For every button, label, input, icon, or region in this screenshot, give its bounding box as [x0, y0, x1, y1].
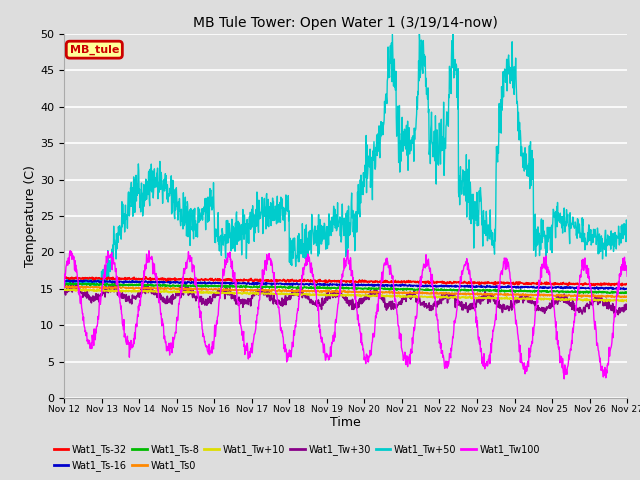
- Wat1_Ts-8: [186, 283, 193, 288]
- X-axis label: Time: Time: [330, 417, 361, 430]
- Wat1_Tw+50: [99, 291, 106, 297]
- Wat1_Ts-8: [507, 289, 515, 295]
- Wat1_Ts-32: [142, 274, 150, 280]
- Title: MB Tule Tower: Open Water 1 (3/19/14-now): MB Tule Tower: Open Water 1 (3/19/14-now…: [193, 16, 498, 30]
- Y-axis label: Temperature (C): Temperature (C): [24, 165, 37, 267]
- Wat1_Ts-32: [591, 283, 598, 288]
- Line: Wat1_Ts0: Wat1_Ts0: [64, 286, 627, 298]
- Wat1_Ts-16: [433, 283, 441, 289]
- Wat1_Ts0: [249, 288, 257, 294]
- Wat1_Ts0: [186, 286, 193, 292]
- Wat1_Tw+10: [186, 289, 193, 295]
- Wat1_Tw100: [344, 247, 351, 253]
- Wat1_Ts-8: [623, 290, 631, 296]
- Line: Wat1_Tw100: Wat1_Tw100: [64, 250, 627, 379]
- Wat1_Tw+30: [60, 289, 68, 295]
- Wat1_Ts-16: [249, 281, 257, 287]
- Wat1_Tw100: [60, 271, 68, 277]
- Wat1_Tw+30: [611, 313, 619, 319]
- Wat1_Ts0: [60, 284, 68, 289]
- Wat1_Tw100: [248, 350, 256, 356]
- Wat1_Ts0: [557, 292, 564, 298]
- Wat1_Tw+30: [507, 298, 515, 303]
- Wat1_Ts-16: [623, 286, 631, 291]
- Wat1_Ts-32: [186, 276, 193, 282]
- Wat1_Ts-32: [60, 275, 68, 281]
- Wat1_Tw+50: [508, 71, 515, 76]
- Wat1_Ts-32: [623, 281, 631, 287]
- Wat1_Tw+50: [249, 203, 257, 209]
- Wat1_Ts0: [68, 283, 76, 289]
- Wat1_Tw+10: [60, 287, 68, 292]
- Wat1_Tw+30: [623, 304, 631, 310]
- Wat1_Tw+30: [249, 294, 257, 300]
- Wat1_Tw+10: [74, 286, 82, 291]
- Wat1_Tw+10: [249, 290, 257, 296]
- Wat1_Ts-16: [186, 279, 193, 285]
- Wat1_Ts-8: [433, 287, 441, 293]
- Wat1_Ts0: [507, 291, 515, 297]
- Wat1_Tw+10: [600, 299, 608, 304]
- Wat1_Tw+30: [69, 277, 77, 283]
- Legend: Wat1_Ts-32, Wat1_Ts-16, Wat1_Ts-8, Wat1_Ts0, Wat1_Tw+10, Wat1_Tw+30, Wat1_Tw+50,: Wat1_Ts-32, Wat1_Ts-16, Wat1_Ts-8, Wat1_…: [50, 441, 545, 475]
- Wat1_Tw100: [507, 282, 515, 288]
- Wat1_Tw+30: [433, 299, 441, 304]
- Wat1_Tw+30: [186, 291, 193, 297]
- Wat1_Ts0: [623, 293, 631, 299]
- Wat1_Ts-16: [172, 280, 180, 286]
- Wat1_Tw+50: [172, 192, 180, 197]
- Wat1_Tw+10: [507, 295, 515, 301]
- Wat1_Tw+50: [186, 207, 193, 213]
- Wat1_Tw+10: [172, 289, 180, 295]
- Wat1_Tw+50: [434, 161, 442, 167]
- Wat1_Tw+50: [623, 230, 631, 236]
- Wat1_Ts0: [172, 286, 180, 292]
- Wat1_Ts-8: [249, 285, 257, 290]
- Wat1_Tw+50: [557, 220, 565, 226]
- Line: Wat1_Ts-8: Wat1_Ts-8: [64, 282, 627, 293]
- Wat1_Tw+30: [557, 297, 564, 302]
- Wat1_Tw+50: [388, 31, 396, 36]
- Wat1_Ts-32: [433, 279, 441, 285]
- Wat1_Ts-16: [60, 278, 68, 284]
- Wat1_Tw100: [623, 273, 631, 279]
- Wat1_Tw100: [433, 317, 441, 323]
- Wat1_Ts-32: [172, 276, 180, 282]
- Wat1_Tw+50: [60, 280, 68, 286]
- Wat1_Ts-16: [621, 287, 628, 292]
- Wat1_Ts-8: [60, 282, 68, 288]
- Line: Wat1_Ts-16: Wat1_Ts-16: [64, 280, 627, 289]
- Wat1_Ts-32: [249, 278, 257, 284]
- Line: Wat1_Tw+30: Wat1_Tw+30: [64, 280, 627, 316]
- Wat1_Tw100: [186, 253, 193, 259]
- Wat1_Ts-8: [172, 283, 180, 288]
- Wat1_Ts-16: [65, 277, 73, 283]
- Wat1_Ts0: [433, 290, 441, 296]
- Line: Wat1_Tw+10: Wat1_Tw+10: [64, 288, 627, 301]
- Line: Wat1_Ts-32: Wat1_Ts-32: [64, 277, 627, 286]
- Wat1_Tw+10: [557, 296, 564, 302]
- Wat1_Ts-8: [620, 290, 628, 296]
- Wat1_Ts-32: [557, 280, 564, 286]
- Wat1_Tw100: [172, 330, 179, 336]
- Wat1_Ts-32: [507, 280, 515, 286]
- Wat1_Ts-16: [557, 284, 564, 290]
- Wat1_Ts-8: [557, 288, 564, 294]
- Wat1_Ts-16: [507, 284, 515, 290]
- Wat1_Ts0: [611, 295, 618, 300]
- Wat1_Tw+10: [623, 299, 631, 304]
- Wat1_Tw+30: [172, 290, 180, 296]
- Line: Wat1_Tw+50: Wat1_Tw+50: [64, 34, 627, 294]
- Wat1_Tw+10: [433, 295, 441, 300]
- Wat1_Ts-8: [66, 279, 74, 285]
- Text: MB_tule: MB_tule: [70, 45, 119, 55]
- Wat1_Tw100: [557, 353, 564, 359]
- Wat1_Tw100: [561, 376, 568, 382]
